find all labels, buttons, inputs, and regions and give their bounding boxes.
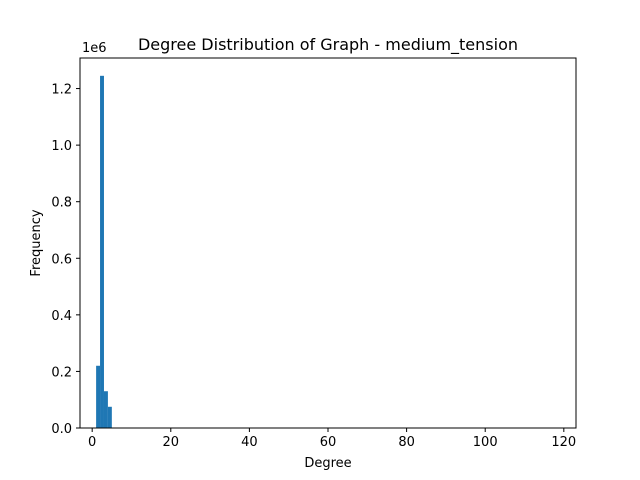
bars-group <box>96 75 112 428</box>
y-axis-label: Frequency <box>29 209 44 276</box>
y-tick-label: 0.2 <box>51 365 72 380</box>
x-axis-ticks: 0 20 40 60 80 100 120 <box>88 428 576 450</box>
y-tick-label: 1.0 <box>51 139 72 154</box>
y-axis-ticks: 0.0 0.2 0.4 0.6 0.8 1.0 1.2 <box>51 83 80 437</box>
y-tick-label: 0.4 <box>51 309 72 324</box>
x-tick-label: 120 <box>551 435 576 450</box>
x-tick-label: 40 <box>241 435 258 450</box>
y-tick-label: 0.0 <box>51 422 72 437</box>
y-tick-label: 0.8 <box>51 196 72 211</box>
y-tick-label: 1.2 <box>51 83 72 98</box>
x-axis-label: Degree <box>304 456 351 471</box>
histogram-bar-0 <box>96 365 101 428</box>
x-tick-label: 0 <box>88 435 96 450</box>
y-tick-label: 0.6 <box>51 252 72 267</box>
histogram-bar-2 <box>103 391 108 428</box>
x-tick-label: 100 <box>473 435 498 450</box>
y-offset-label: 1e6 <box>82 41 107 56</box>
x-tick-label: 60 <box>320 435 337 450</box>
x-tick-label: 80 <box>398 435 415 450</box>
chart-title: Degree Distribution of Graph - medium_te… <box>138 35 518 55</box>
histogram-bar-3 <box>107 406 112 428</box>
histogram-bar-1 <box>100 75 104 428</box>
x-tick-label: 20 <box>163 435 180 450</box>
